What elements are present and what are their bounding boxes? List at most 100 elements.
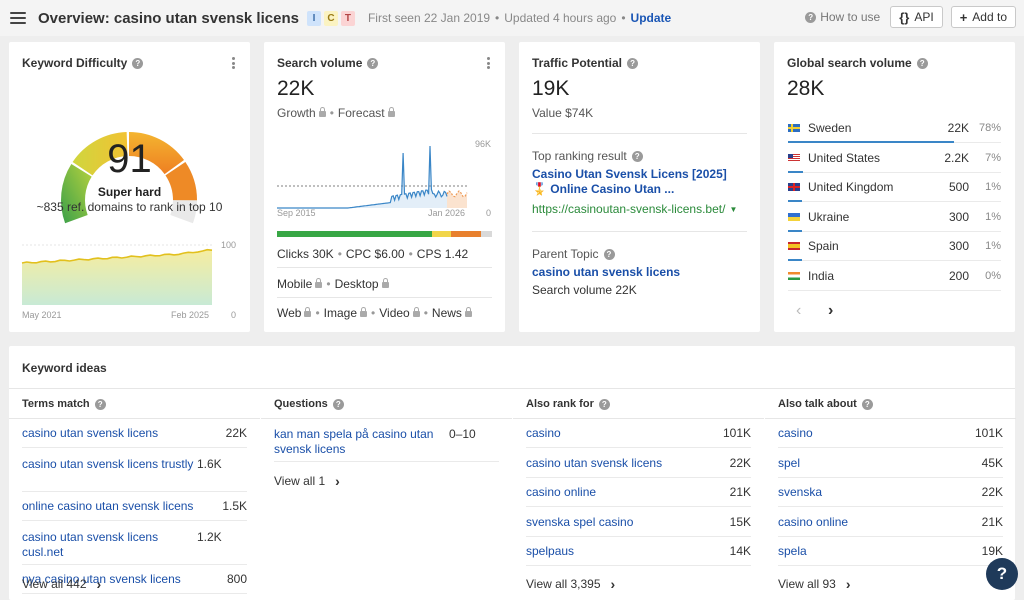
lock-icon (412, 307, 420, 317)
ideas-column-title: Terms match? (22, 398, 106, 410)
keyword-idea-link[interactable]: spela (778, 544, 807, 558)
sv-title: Search volume? (277, 56, 379, 70)
country-row-se[interactable]: Sweden 22K 78% (788, 114, 1001, 143)
sv-mobile[interactable]: Mobile (277, 277, 313, 291)
view-all-link[interactable]: View all 3,395 › (526, 576, 615, 592)
sv-news[interactable]: News (431, 306, 462, 320)
help-circle-icon: ? (805, 11, 817, 23)
country-row-us[interactable]: United States 2.2K 7% (788, 144, 1001, 173)
country-share-bar (788, 141, 955, 143)
country-row-in[interactable]: India 200 0% (788, 262, 1001, 291)
keyword-idea-link[interactable]: casino online (526, 485, 597, 499)
keyword-idea-link[interactable]: casino (526, 426, 561, 440)
gsv-next-button[interactable]: › (828, 302, 834, 319)
gauge-seg-easy (61, 163, 92, 224)
api-label: API (914, 10, 934, 24)
sv-cpc: CPC $6.00 (345, 247, 405, 261)
sv-growth[interactable]: Growth (277, 106, 316, 120)
sv-web[interactable]: Web (277, 306, 302, 320)
gsv-prev-button[interactable]: ‹ (796, 302, 802, 319)
keyword-idea-link[interactable]: svenska (778, 485, 823, 499)
divider (532, 133, 747, 134)
ideas-title: Keyword ideas (22, 361, 107, 375)
chevron-right-icon: › (335, 473, 340, 489)
first-seen: First seen 22 Jan 2019 (367, 11, 491, 25)
tp-top-result-title[interactable]: Casino Utan Svensk Licens [2025] 🎖️ Onli… (532, 167, 727, 196)
keyword-idea-link[interactable]: casino utan svensk licens trustly (22, 456, 194, 471)
gsv-title: Global search volume? (787, 56, 928, 70)
page-title: Overview: casino utan svensk licens (38, 9, 299, 27)
country-row-es[interactable]: Spain 300 1% (788, 232, 1001, 261)
sv-desktop[interactable]: Desktop (334, 277, 379, 291)
keyword-idea-link[interactable]: casino utan svensk licens (526, 455, 663, 470)
kd-menu-icon[interactable] (232, 57, 236, 69)
sv-chart-ymax: 96K (475, 139, 492, 149)
keyword-idea-volume: 1.2K (197, 529, 222, 544)
keyword-ideas-card: Keyword ideas Terms match? casino utan sv… (9, 346, 1016, 600)
country-name: Ukraine (808, 209, 850, 224)
view-all-link[interactable]: View all 442 › (22, 576, 101, 592)
country-share: 1% (985, 240, 1001, 252)
keyword-idea-link[interactable]: casino online (778, 514, 849, 529)
sv-help-icon[interactable]: ? (367, 57, 379, 69)
tp-parent-volume: Search volume 22K (532, 283, 637, 297)
keyword-idea-link[interactable]: online casino utan svensk licens (22, 499, 194, 513)
sv-trend-line (277, 145, 448, 209)
country-row-gb[interactable]: United Kingdom 500 1% (788, 173, 1001, 202)
keyword-idea-volume: 1.5K (222, 499, 247, 513)
tp-top-result-url[interactable]: https://casinoutan-svensk-licens.bet/▼ (532, 202, 737, 216)
keyword-idea-link[interactable]: nya casino utan svensk licens (22, 572, 181, 586)
keyword-idea-volume: 22K (225, 426, 247, 440)
tp-parent-help-icon[interactable]: ? (603, 248, 615, 260)
flag-in-icon (788, 271, 800, 280)
tp-top-help-icon[interactable]: ? (631, 150, 643, 162)
keyword-idea-link[interactable]: spelpaus (526, 544, 575, 558)
ideas-help-icon[interactable]: ? (94, 398, 106, 410)
sv-image[interactable]: Image (323, 306, 358, 320)
api-button[interactable]: {} API (890, 6, 943, 28)
sv-growth-forecast: Growth • Forecast (277, 106, 395, 120)
keyword-idea-volume: 0–10 (449, 427, 476, 441)
sv-video[interactable]: Video (379, 306, 410, 320)
country-volume: 300 (948, 209, 969, 224)
sv-trend-chart (277, 145, 468, 209)
view-all-link[interactable]: View all 93 › (778, 576, 851, 592)
keyword-idea-link[interactable]: casino (778, 426, 813, 440)
keyword-idea-row: spelpaus 14K (526, 537, 751, 566)
keyword-idea-volume: 101K (974, 426, 1003, 440)
keyword-idea-link[interactable]: kan man spela på casino utan svensk lice… (274, 427, 434, 456)
keyword-idea-link[interactable]: svenska spel casino (526, 514, 634, 529)
tp-parent-topic[interactable]: casino utan svensk licens (532, 265, 681, 279)
update-link[interactable]: Update (630, 11, 672, 25)
keyword-idea-link[interactable]: spel (778, 455, 801, 470)
sv-menu-icon[interactable] (487, 57, 491, 69)
sv-forecast[interactable]: Forecast (337, 106, 385, 120)
country-volume: 22K (947, 121, 969, 135)
how-to-use-link[interactable]: ? How to use (805, 10, 880, 24)
ideas-help-icon[interactable]: ? (861, 398, 873, 410)
kd-help-icon[interactable]: ? (132, 57, 144, 69)
help-chat-button[interactable]: ? (986, 558, 1018, 590)
keyword-idea-link[interactable]: casino utan svensk licens cusl.net (22, 529, 159, 559)
lock-icon (318, 107, 326, 117)
keyword-difficulty-card: Keyword Difficulty? 91 Super hard ~835 r… (9, 42, 250, 332)
divider (277, 267, 492, 268)
view-all-link[interactable]: View all 1 › (274, 473, 340, 489)
global-search-volume-card: Global search volume? 28K ‹ › Sweden 22K 7… (774, 42, 1015, 332)
divider (513, 418, 764, 419)
menu-icon[interactable] (10, 12, 26, 24)
sv-search-types: Web • Image • Video • News (277, 306, 472, 320)
keyword-idea-link[interactable]: casino utan svensk licens (22, 426, 159, 440)
sv-clicks: Clicks 30K (277, 247, 334, 261)
intent-badge-informational: I (306, 10, 321, 26)
keyword-idea-volume: 14K (729, 544, 751, 558)
country-volume: 200 (948, 268, 969, 283)
country-row-ua[interactable]: Ukraine 300 1% (788, 203, 1001, 232)
ideas-help-icon[interactable]: ? (332, 398, 344, 410)
keyword-idea-row: online casino utan svensk licens 1.5K (22, 492, 247, 521)
add-to-button[interactable]: + Add to (950, 6, 1016, 28)
tp-help-icon[interactable]: ? (627, 57, 639, 69)
ideas-help-icon[interactable]: ? (598, 398, 610, 410)
divider (765, 418, 1016, 419)
gsv-help-icon[interactable]: ? (916, 57, 928, 69)
